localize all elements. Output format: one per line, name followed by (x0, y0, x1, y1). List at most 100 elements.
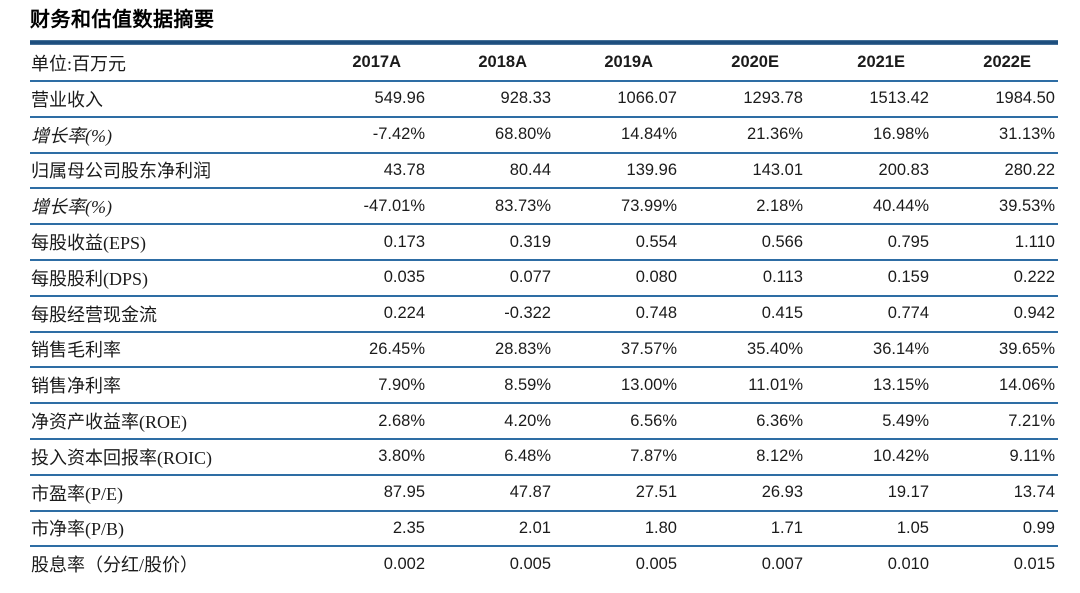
cell-value: 0.319 (428, 224, 554, 261)
row-label: 投入资本回报率(ROIC) (30, 438, 302, 476)
cell-value: 200.83 (806, 152, 932, 190)
row-label: 归属母公司股东净利润 (30, 152, 302, 190)
cell-value: 0.077 (428, 259, 554, 297)
cell-value: 2.18% (680, 188, 806, 226)
cell-value: 37.57% (554, 331, 680, 369)
cell-value: 4.20% (428, 403, 554, 440)
cell-value: 13.74 (932, 474, 1058, 512)
row-label: 销售净利率 (30, 367, 302, 405)
row-label: 销售毛利率 (30, 331, 302, 369)
cell-value: 2.68% (302, 403, 428, 440)
cell-value: 0.005 (635, 554, 677, 573)
column-header-year: 2018A (428, 45, 554, 82)
cell-value: 80.44 (428, 152, 554, 190)
row-label: 市盈率(P/E) (30, 474, 302, 512)
cell-value: 280.22 (932, 152, 1058, 190)
row-label: 净资产收益率(ROE) (30, 403, 302, 440)
cell-value: 0.035 (302, 259, 428, 297)
cell-value: 13.15% (806, 367, 932, 405)
cell-value: 0.774 (806, 295, 932, 333)
cell-value: 47.87 (428, 474, 554, 512)
cell-value: 1984.50 (932, 81, 1058, 118)
cell-value: 2.01 (428, 510, 554, 548)
cell-value: 143.01 (680, 152, 806, 190)
column-header-year: 2017A (302, 45, 428, 82)
cell-value: 2.35 (302, 510, 428, 548)
row-label: 股息率（分红/股价） (31, 555, 199, 576)
cell-value: 139.96 (554, 152, 680, 190)
financial-summary-table: 单位:百万元 2017A 2018A 2019A 2020E 2021E 2022E 营业… (30, 45, 1058, 581)
table-row: 投入资本回报率(ROIC) 3.80% 6.48% 7.87% 8.12% 10.42% 9… (30, 438, 1058, 476)
row-label: 营业收入 (30, 81, 302, 118)
column-header-year: 2020E (680, 45, 806, 82)
table-row: 股息率（分红/股价） 0.002 0.005 0.005 0.007 0.010 0.015 (30, 546, 1058, 581)
table-body: 营业收入 549.96 928.33 1066.07 1293.78 1513.42 198… (30, 81, 1058, 581)
cell-value: 8.59% (428, 367, 554, 405)
cell-value: 73.99% (554, 188, 680, 226)
cell-value: 21.36% (680, 116, 806, 154)
cell-value: -7.42% (302, 116, 428, 154)
cell-value: 0.015 (1013, 554, 1055, 573)
cell-value: 0.080 (554, 259, 680, 297)
row-label: 增长率(%) (30, 188, 302, 226)
cell-value: 35.40% (680, 331, 806, 369)
cell-value: 83.73% (428, 188, 554, 226)
cell-value: 7.90% (302, 367, 428, 405)
table-row: 每股收益(EPS) 0.173 0.319 0.554 0.566 0.795 1.110 (30, 224, 1058, 261)
cell-value: 0.224 (302, 295, 428, 333)
row-label: 市净率(P/B) (30, 510, 302, 548)
cell-value: 1293.78 (680, 81, 806, 118)
row-label: 增长率(%) (30, 116, 302, 154)
cell-value: 0.748 (554, 295, 680, 333)
cell-value: 43.78 (302, 152, 428, 190)
cell-value: 1513.42 (806, 81, 932, 118)
cell-value: 39.65% (932, 331, 1058, 369)
cell-value: 1.71 (680, 510, 806, 548)
row-label: 每股收益(EPS) (30, 224, 302, 261)
cell-value: 40.44% (806, 188, 932, 226)
cell-value: 0.566 (680, 224, 806, 261)
cell-value: 1.05 (806, 510, 932, 548)
cell-value: 10.42% (806, 438, 932, 476)
cell-value: 5.49% (806, 403, 932, 440)
cell-value: 0.007 (761, 554, 803, 573)
table-row: 市净率(P/B) 2.35 2.01 1.80 1.71 1.05 0.99 (30, 510, 1058, 548)
cell-value: 14.84% (554, 116, 680, 154)
cell-value: 87.95 (302, 474, 428, 512)
table-row: 销售毛利率 26.45% 28.83% 37.57% 35.40% 36.14% 39.65… (30, 331, 1058, 369)
cell-value: 1066.07 (554, 81, 680, 118)
table-row: 营业收入 549.96 928.33 1066.07 1293.78 1513.42 198… (30, 81, 1058, 118)
table-row: 市盈率(P/E) 87.95 47.87 27.51 26.93 19.17 13.74 (30, 474, 1058, 512)
cell-value: 13.00% (554, 367, 680, 405)
cell-value: 16.98% (806, 116, 932, 154)
cell-value: 26.45% (302, 331, 428, 369)
cell-value: 0.942 (932, 295, 1058, 333)
cell-value: 39.53% (932, 188, 1058, 226)
cell-value: 3.80% (302, 438, 428, 476)
header-row: 单位:百万元 2017A 2018A 2019A 2020E 2021E 2022E (30, 45, 1058, 82)
cell-value: -47.01% (302, 188, 428, 226)
cell-value: 928.33 (428, 81, 554, 118)
cell-value: 0.99 (932, 510, 1058, 548)
table-row: 增长率(%) -47.01% 83.73% 73.99% 2.18% 40.44% 39.5… (30, 188, 1058, 226)
cell-value: 26.93 (680, 474, 806, 512)
cell-value: 0.159 (806, 259, 932, 297)
column-header-year: 2021E (806, 45, 932, 82)
cell-value: 28.83% (428, 331, 554, 369)
cell-value: 8.12% (680, 438, 806, 476)
cell-value: 0.415 (680, 295, 806, 333)
unit-label: 单位:百万元 (30, 45, 302, 82)
cell-value: 7.87% (554, 438, 680, 476)
cell-value: 6.48% (428, 438, 554, 476)
cell-value: 11.01% (680, 367, 806, 405)
cell-value: 31.13% (932, 116, 1058, 154)
table-row: 销售净利率 7.90% 8.59% 13.00% 11.01% 13.15% 14.06% (30, 367, 1058, 405)
row-label: 每股股利(DPS) (30, 259, 302, 297)
cell-value: 0.795 (806, 224, 932, 261)
cell-value: -0.322 (428, 295, 554, 333)
cell-value: 27.51 (554, 474, 680, 512)
cell-value: 7.21% (932, 403, 1058, 440)
table-row: 净资产收益率(ROE) 2.68% 4.20% 6.56% 6.36% 5.49% 7.21… (30, 403, 1058, 440)
table-row: 归属母公司股东净利润 43.78 80.44 139.96 143.01 200.83 28… (30, 152, 1058, 190)
cell-value: 0.002 (383, 554, 425, 573)
